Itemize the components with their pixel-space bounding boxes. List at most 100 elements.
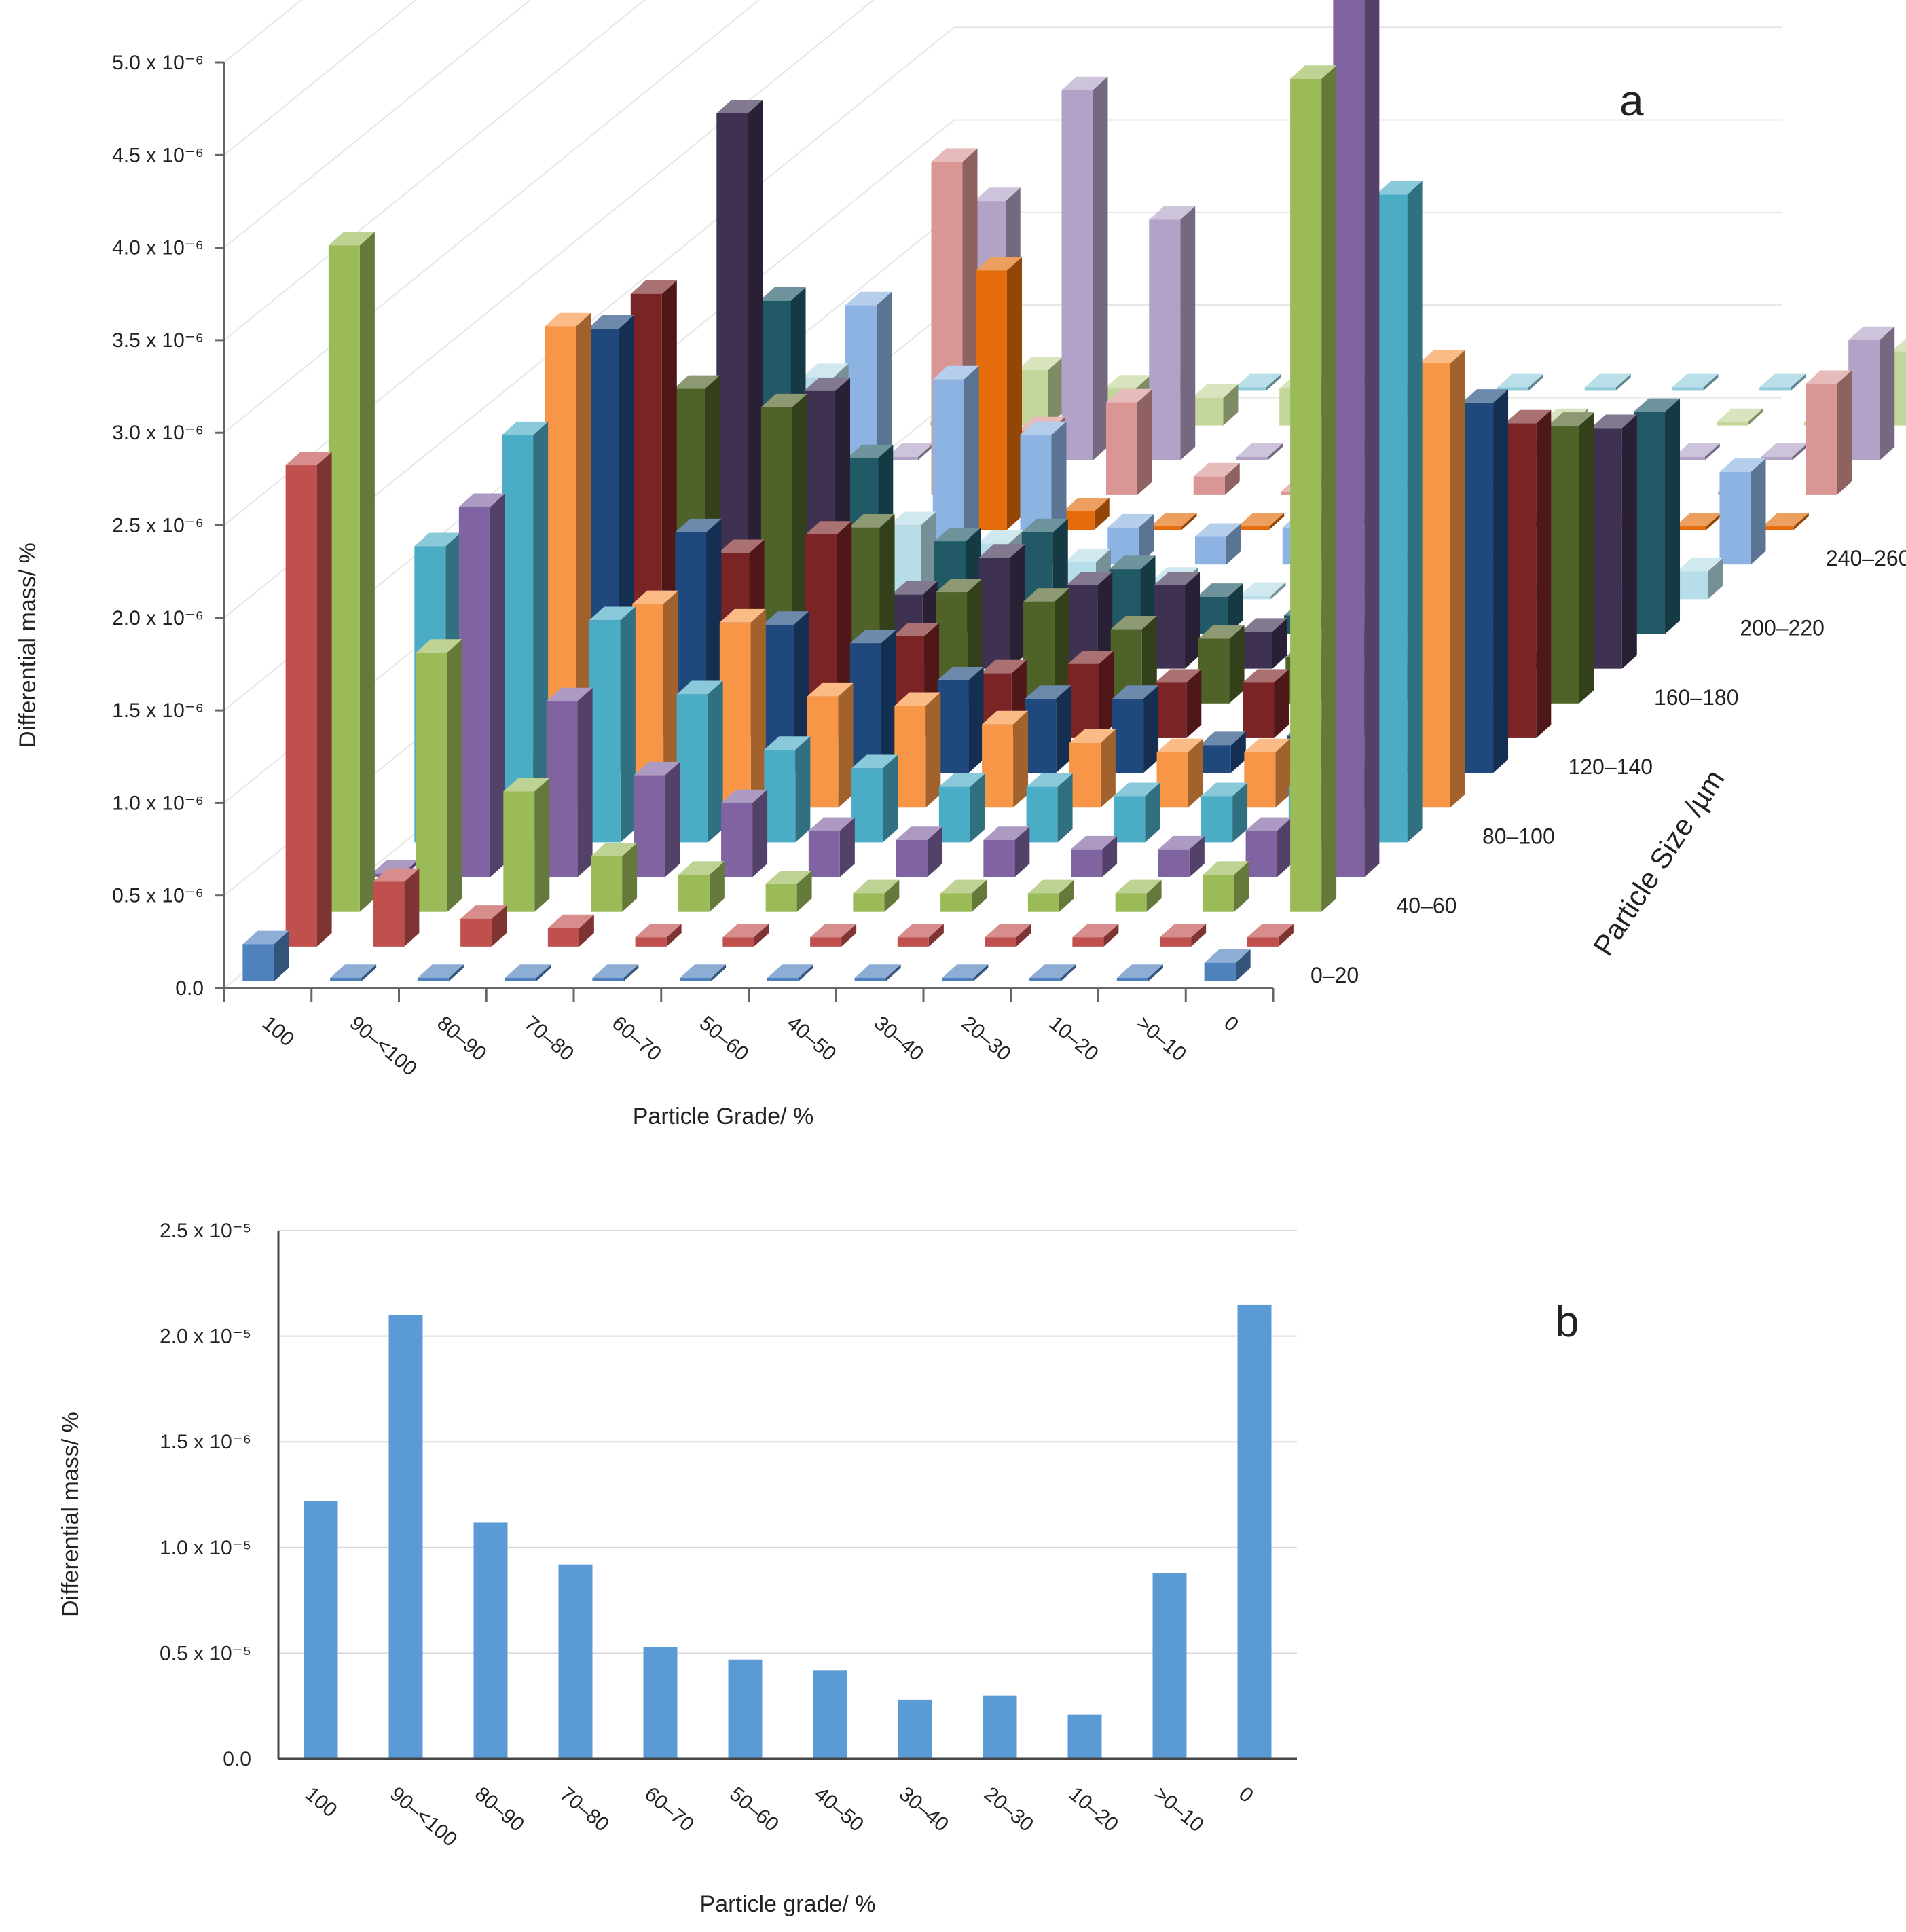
a-bar <box>589 606 636 843</box>
b-y-tick-label: 2.5 x 10⁻⁵ <box>160 1220 251 1242</box>
a-depth-tick-label: 80–100 <box>1482 824 1555 848</box>
b-y-axis-title: Differential mass/ % <box>58 1412 84 1617</box>
a-bar <box>1236 443 1283 460</box>
a-bar <box>1155 669 1202 738</box>
a-bar <box>1158 835 1205 877</box>
a-bar <box>765 871 812 912</box>
a-bar <box>1891 338 1906 426</box>
a-bar <box>975 257 1022 530</box>
a-bar <box>1418 350 1465 808</box>
a-bar <box>373 868 420 947</box>
b-bar <box>473 1522 508 1759</box>
a-bar <box>1154 572 1201 669</box>
a-grid-diagonal <box>223 0 532 249</box>
a-bar <box>1067 651 1114 738</box>
a-x-tick-label: 30–40 <box>870 1012 928 1065</box>
a-bar <box>1761 443 1808 460</box>
a-grid-diagonal <box>223 0 303 63</box>
a-bar <box>849 630 896 773</box>
a-bar <box>1719 458 1766 565</box>
a-bar <box>634 761 680 877</box>
a-bar <box>1114 782 1160 843</box>
a-bar <box>1672 373 1719 391</box>
a-bar <box>1634 398 1681 634</box>
a-y-tick-label: 0.0 <box>175 977 204 1000</box>
a-depth-tick-label: 0–20 <box>1311 963 1359 987</box>
b-y-tick-label: 2.0 x 10⁻⁵ <box>160 1326 251 1348</box>
a-bar <box>983 826 1030 877</box>
a-bar <box>1195 523 1242 565</box>
a-bar <box>1149 206 1196 460</box>
a-bar <box>1243 669 1289 738</box>
a-bar <box>1105 388 1152 495</box>
a-bar <box>982 710 1029 808</box>
a-bar <box>978 544 1025 669</box>
a-bar <box>807 682 854 808</box>
a-bar <box>1192 384 1239 426</box>
b-y-tick-label: 1.5 x 10⁻⁶ <box>160 1431 251 1453</box>
a-bar <box>1063 497 1110 530</box>
a-y-tick-label: 0.5 x 10⁻⁶ <box>112 885 204 907</box>
a-y-tick-label: 4.5 x 10⁻⁶ <box>112 144 204 166</box>
a-bar <box>1674 513 1721 530</box>
a-bar <box>1234 373 1281 391</box>
a-y-tick-label: 3.0 x 10⁻⁶ <box>112 422 204 444</box>
b-x-tick-label: 20–30 <box>980 1783 1038 1836</box>
a-bar <box>890 511 936 600</box>
a-bar <box>1497 373 1543 391</box>
a-bar <box>894 692 941 808</box>
a-bar <box>330 964 377 981</box>
a-y-tick-label: 1.5 x 10⁻⁶ <box>112 699 204 722</box>
a-bar <box>854 964 901 981</box>
b-x-tick-label: 30–40 <box>895 1783 953 1836</box>
a-y-tick-label: 2.0 x 10⁻⁶ <box>112 607 204 630</box>
a-bar <box>1462 389 1509 773</box>
a-bar <box>635 924 682 947</box>
a-bar <box>719 608 766 808</box>
a-bar <box>458 493 505 877</box>
a-x-tick-label: 70–80 <box>520 1012 578 1065</box>
a-bar <box>1156 738 1203 808</box>
b-bars <box>304 1304 1272 1759</box>
a-bar <box>886 443 933 460</box>
b-bar <box>1067 1714 1102 1759</box>
a-bar <box>1016 357 1063 426</box>
b-x-tick-label: 0 <box>1234 1783 1258 1807</box>
b-bar <box>728 1659 763 1759</box>
a-bar <box>1110 615 1157 704</box>
a-x-tick-label: 90–<100 <box>346 1012 421 1080</box>
b-x-tick-label: 50–60 <box>725 1783 783 1836</box>
a-bar <box>1198 625 1245 704</box>
a-bar <box>242 930 289 981</box>
a-bar <box>505 964 551 981</box>
a-bar <box>851 754 898 843</box>
a-bar <box>808 817 855 877</box>
a-bar <box>810 924 857 947</box>
b-bar <box>643 1647 678 1759</box>
a-bar <box>1848 326 1895 460</box>
a-x-tick-label: 80–90 <box>433 1012 490 1065</box>
a-bar <box>1762 513 1809 530</box>
b-x-tick-label: 70–80 <box>555 1783 613 1836</box>
a-x-tick-label: 10–20 <box>1045 1012 1103 1065</box>
a-bar <box>676 680 723 843</box>
a-depth-tick-label: 120–140 <box>1568 754 1653 779</box>
a-x-tick-label: 60–70 <box>608 1012 665 1065</box>
a-bar <box>1201 782 1248 843</box>
b-x-tick-label: 80–90 <box>471 1783 528 1836</box>
a-bar <box>1505 409 1552 738</box>
a-bar <box>502 421 549 843</box>
b-y-tick-label: 0.0 <box>223 1748 251 1770</box>
a-bar <box>592 964 639 981</box>
a-y-tick-label: 4.0 x 10⁻⁶ <box>112 237 204 259</box>
a-bar <box>1026 773 1073 843</box>
a-bar <box>942 964 989 981</box>
a-bar <box>417 964 464 981</box>
b-x-tick-label: >0–10 <box>1150 1783 1208 1836</box>
a-bar <box>1199 731 1246 773</box>
a-bar <box>853 879 900 912</box>
a-bar <box>940 879 987 912</box>
a-bar <box>680 964 727 981</box>
a-bar <box>1193 462 1240 495</box>
b-bar <box>983 1695 1017 1759</box>
